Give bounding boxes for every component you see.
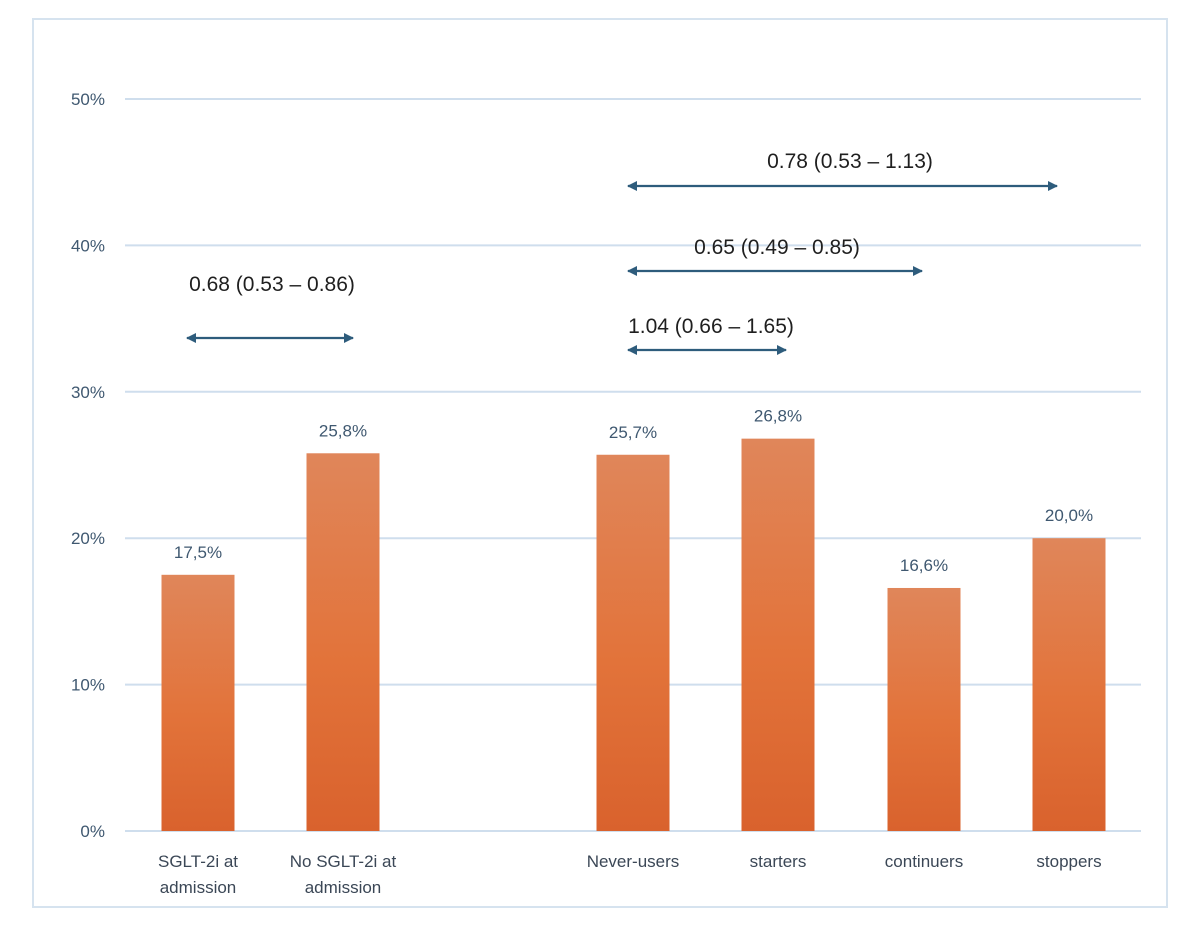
bar bbox=[306, 453, 380, 831]
data-label: 16,6% bbox=[900, 556, 948, 575]
category-label: SGLT-2i at bbox=[158, 852, 238, 871]
data-label: 17,5% bbox=[174, 543, 222, 562]
y-tick-label: 50% bbox=[71, 90, 105, 109]
bar bbox=[887, 587, 961, 831]
category-label: admission bbox=[305, 878, 382, 897]
bar bbox=[596, 454, 670, 831]
data-label: 20,0% bbox=[1045, 506, 1093, 525]
category-label: continuers bbox=[885, 852, 963, 871]
gridlines bbox=[125, 98, 1141, 832]
annotation-label: 0.78 (0.53 – 1.13) bbox=[767, 150, 933, 173]
y-tick-label: 0% bbox=[80, 822, 105, 841]
annotations: 0.68 (0.53 – 0.86) 1.04 (0.66 – 1.65) 0.65… bbox=[186, 150, 1058, 355]
y-tick-label: 30% bbox=[71, 383, 105, 402]
y-axis-ticks: 0% 10% 20% 30% 40% 50% bbox=[71, 90, 105, 841]
y-tick-label: 20% bbox=[71, 529, 105, 548]
category-label: No SGLT-2i at bbox=[290, 852, 397, 871]
data-labels: 17,5% 25,8% 25,7% 26,8% 16,6% 20,0% bbox=[174, 407, 1093, 575]
bar bbox=[161, 574, 235, 831]
annotation-label: 1.04 (0.66 – 1.65) bbox=[628, 315, 794, 338]
y-tick-label: 40% bbox=[71, 236, 105, 255]
chart-frame bbox=[32, 18, 1168, 908]
y-tick-label: 10% bbox=[71, 676, 105, 695]
category-label: stoppers bbox=[1036, 852, 1101, 871]
annotation-label: 0.68 (0.53 – 0.86) bbox=[189, 273, 355, 296]
bars bbox=[161, 438, 1106, 831]
annotation-label: 0.65 (0.49 – 0.85) bbox=[694, 236, 860, 259]
bar bbox=[1032, 538, 1106, 831]
bar bbox=[741, 438, 815, 831]
category-labels: SGLT-2i at admission No SGLT-2i at admissio… bbox=[158, 852, 1102, 897]
category-label: Never-users bbox=[587, 852, 680, 871]
category-label: admission bbox=[160, 878, 237, 897]
category-label: starters bbox=[750, 852, 807, 871]
data-label: 26,8% bbox=[754, 407, 802, 426]
data-label: 25,8% bbox=[319, 421, 367, 440]
data-label: 25,7% bbox=[609, 423, 657, 442]
